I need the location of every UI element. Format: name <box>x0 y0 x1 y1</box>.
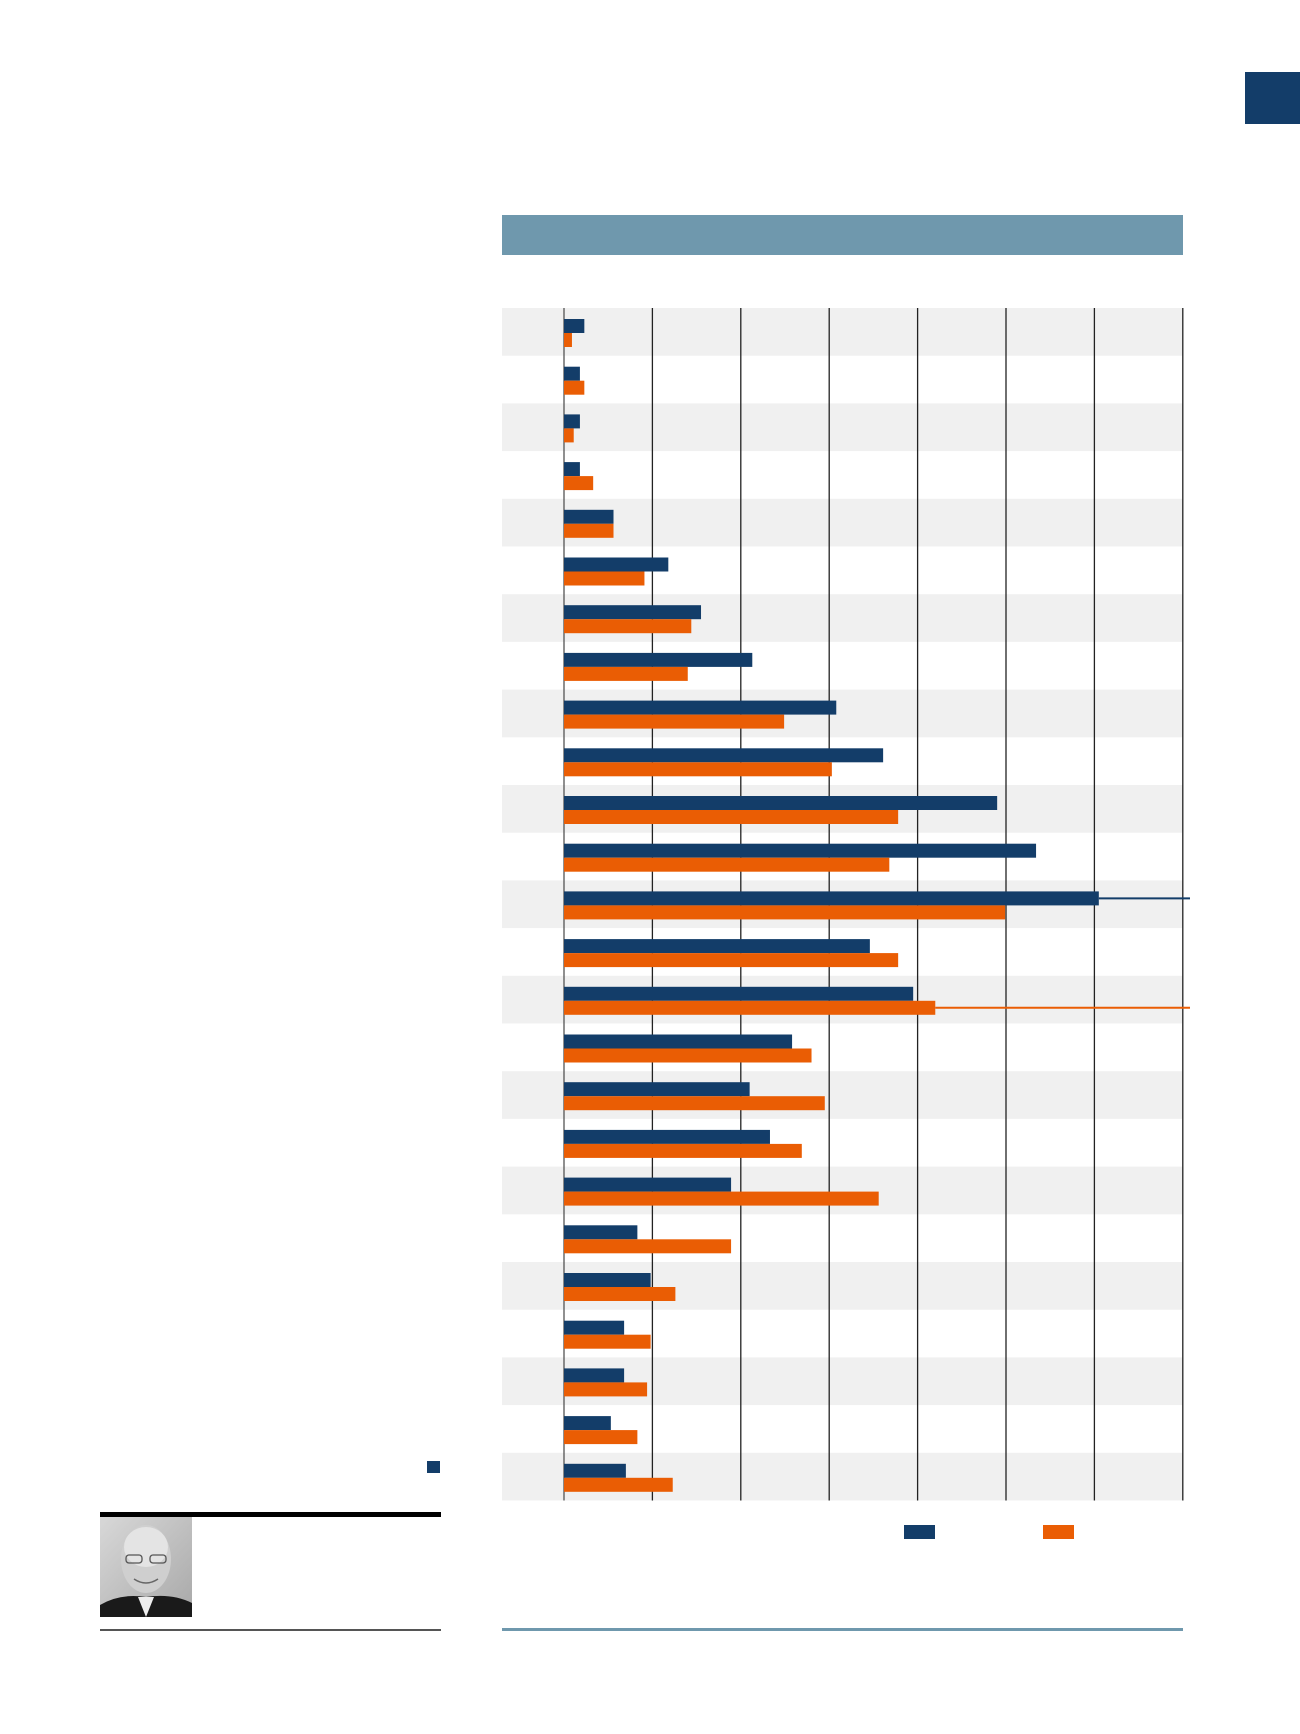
bar-series-1-4 <box>564 462 580 477</box>
bar-series-1-25 <box>564 1463 626 1478</box>
bar-series-2-8 <box>564 666 688 681</box>
bar-series-1-20 <box>564 1225 638 1240</box>
bar-series-1-8 <box>564 652 753 667</box>
bar-series-2-1 <box>564 333 572 347</box>
bar-series-1-22 <box>564 1320 625 1335</box>
row-band <box>502 403 1183 452</box>
bar-series-2-2 <box>564 380 585 395</box>
bar-series-2-11 <box>564 810 899 824</box>
bar-series-1-1 <box>564 319 585 333</box>
bar-series-2-24 <box>564 1430 638 1445</box>
bar-series-2-10 <box>564 762 832 777</box>
bar-series-1-21 <box>564 1273 651 1287</box>
bar-series-2-23 <box>564 1382 648 1397</box>
bar-series-1-9 <box>564 700 837 715</box>
bar-series-2-20 <box>564 1239 732 1254</box>
author-photo <box>100 1517 192 1617</box>
bar-series-2-9 <box>564 714 785 729</box>
bar-series-2-17 <box>564 1096 825 1111</box>
bar-series-2-25 <box>564 1477 673 1492</box>
legend-swatch-series-1 <box>904 1525 935 1539</box>
chart-header-bar <box>502 215 1183 255</box>
author-box-top-rule <box>100 1512 441 1517</box>
bar-series-1-12 <box>564 843 1037 858</box>
bar-series-1-23 <box>564 1368 625 1383</box>
bar-series-1-7 <box>564 605 702 620</box>
bar-series-1-3 <box>564 414 580 429</box>
section-tab-marker <box>1245 72 1300 124</box>
bar-series-1-16 <box>564 1034 793 1049</box>
bar-series-1-11 <box>564 796 998 810</box>
bar-series-2-12 <box>564 857 890 872</box>
bar-series-2-5 <box>564 523 614 538</box>
bar-series-1-5 <box>564 509 614 524</box>
bar-series-1-13 <box>564 891 1099 906</box>
bar-series-1-17 <box>564 1082 750 1097</box>
bar-series-2-21 <box>564 1287 676 1301</box>
legend-swatch-series-2 <box>1043 1525 1074 1539</box>
author-box-bottom-rule <box>100 1629 441 1631</box>
bar-series-1-10 <box>564 748 884 763</box>
bar-series-1-19 <box>564 1177 732 1192</box>
end-of-article-marker <box>427 1461 440 1473</box>
bar-series-2-4 <box>564 476 594 491</box>
bar-series-1-18 <box>564 1129 770 1144</box>
chart-bottom-rule <box>502 1628 1183 1631</box>
bar-series-2-6 <box>564 571 645 586</box>
row-band <box>502 308 1183 356</box>
bar-series-2-14 <box>564 953 899 968</box>
bar-series-1-24 <box>564 1416 611 1431</box>
bar-series-2-7 <box>564 619 692 634</box>
bar-series-1-6 <box>564 557 669 572</box>
bar-series-2-13 <box>564 905 1006 920</box>
bar-series-2-16 <box>564 1048 812 1063</box>
bar-series-2-22 <box>564 1334 651 1349</box>
bar-series-1-14 <box>564 939 870 954</box>
row-band <box>502 498 1183 547</box>
bar-series-2-19 <box>564 1191 879 1206</box>
bar-series-1-15 <box>564 986 914 1001</box>
bar-series-2-15 <box>564 1000 936 1015</box>
bar-series-1-2 <box>564 366 580 381</box>
bar-series-2-18 <box>564 1143 802 1158</box>
bar-series-2-3 <box>564 428 574 443</box>
